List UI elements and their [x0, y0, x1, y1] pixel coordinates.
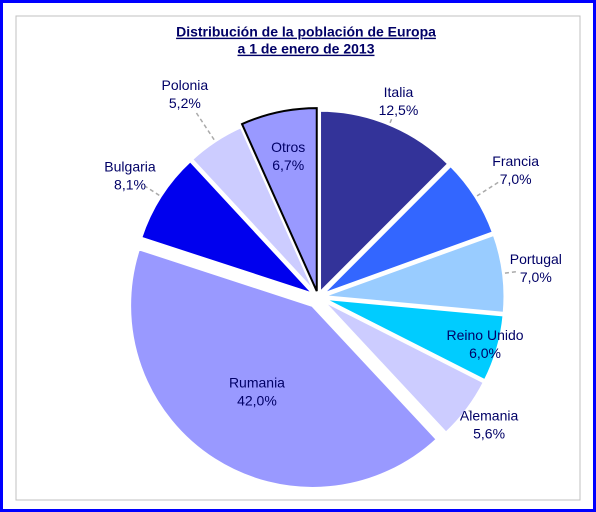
pie-slice: [321, 296, 506, 383]
pie-slice: [240, 107, 318, 292]
slice-label: Bulgaria: [104, 158, 156, 174]
pie-slice: [321, 232, 507, 316]
slice-label: Otros: [271, 139, 305, 155]
leader-line: [194, 110, 215, 141]
slice-value-label: 6,0%: [469, 345, 501, 361]
slice-label: Italia: [384, 84, 414, 100]
slice-value-label: 8,1%: [114, 176, 146, 192]
slice-label: Polonia: [162, 77, 209, 93]
leader-line: [476, 180, 501, 197]
slice-label: Rumania: [229, 374, 285, 390]
pie-slice: [138, 158, 320, 299]
slice-value-label: 7,0%: [500, 171, 532, 187]
slice-label: Alemania: [460, 407, 519, 423]
pie-slice: [320, 298, 487, 436]
leader-line: [504, 270, 519, 274]
slice-value-label: 42,0%: [237, 392, 277, 408]
slice-value-label: 12,5%: [379, 102, 419, 118]
pie-slice: [320, 163, 496, 297]
plot-frame: [15, 15, 581, 501]
slice-value-label: 5,6%: [473, 425, 505, 441]
chart-subtitle: a 1 de enero de 2013: [238, 41, 375, 57]
chart-title: Distribución de la población de Europa: [176, 24, 436, 40]
leader-line: [144, 185, 160, 196]
slice-label: Reino Unido: [447, 327, 524, 343]
slice-label: Portugal: [510, 251, 562, 267]
pie-slice: [189, 124, 318, 295]
slice-value-label: 7,0%: [520, 269, 552, 285]
leader-line: [389, 118, 393, 124]
pie-slice: [318, 108, 451, 297]
slice-label: Francia: [492, 153, 539, 169]
slice-value-label: 5,2%: [169, 95, 201, 111]
leader-line: [468, 409, 476, 416]
slice-value-label: 6,7%: [272, 157, 304, 173]
pie-slice: [128, 246, 440, 490]
